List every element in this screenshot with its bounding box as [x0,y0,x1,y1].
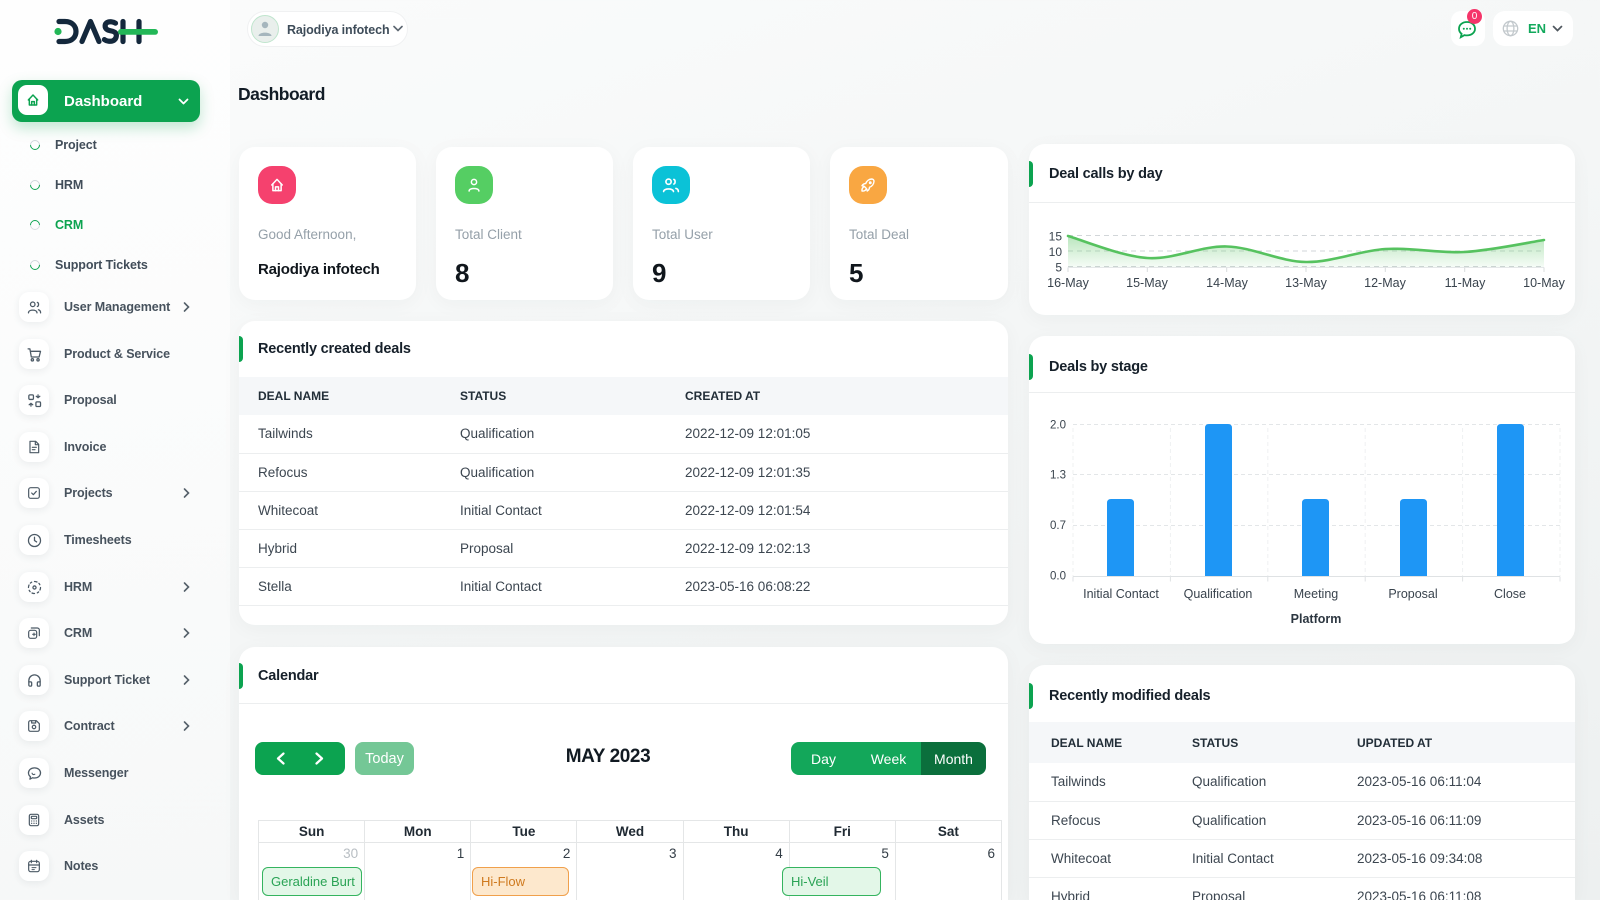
svg-text:10-May: 10-May [1523,276,1565,290]
svg-text:12-May: 12-May [1364,276,1406,290]
svg-text:Meeting: Meeting [1294,587,1339,601]
svg-text:Close: Close [1494,587,1526,601]
svg-text:11-May: 11-May [1445,276,1487,290]
svg-text:0.0: 0.0 [1050,571,1066,583]
svg-text:2.0: 2.0 [1050,420,1066,432]
svg-text:16-May: 16-May [1047,276,1089,290]
svg-text:10: 10 [1049,245,1063,259]
svg-text:5: 5 [1055,261,1062,275]
svg-text:Proposal: Proposal [1388,587,1437,601]
svg-text:Qualification: Qualification [1184,587,1253,601]
svg-text:14-May: 14-May [1206,276,1248,290]
svg-text:1.3: 1.3 [1050,470,1066,482]
svg-text:Platform: Platform [1291,612,1342,626]
svg-text:15: 15 [1049,230,1063,244]
svg-text:0.7: 0.7 [1050,520,1066,532]
svg-text:13-May: 13-May [1285,276,1327,290]
svg-text:15-May: 15-May [1126,276,1168,290]
svg-text:Initial Contact: Initial Contact [1083,587,1159,601]
